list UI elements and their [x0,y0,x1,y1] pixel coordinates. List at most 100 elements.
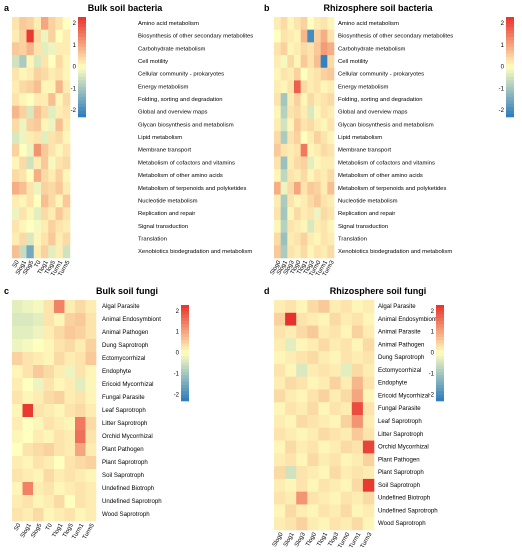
heatmap-cell [318,478,330,492]
heatmap-cell [340,363,353,377]
heatmap-cell [351,351,364,365]
legend-swatch [506,27,514,31]
heatmap-cell [294,17,301,30]
heatmap-cell [280,232,288,246]
heatmap-cell [64,456,76,470]
heatmap-cell [351,478,364,492]
heatmap-cell [274,245,281,259]
legend-swatch [436,311,444,315]
heatmap-cell [48,93,56,107]
legend-swatch [506,113,514,118]
row-label: Metabolism of cofactors and vitamins [138,160,235,166]
legend-swatch [78,67,86,71]
legend-swatch [506,67,514,71]
heatmap-cell [75,495,86,509]
heatmap-cell [64,508,76,522]
heatmap-cell [287,42,295,56]
panel-letter: c [4,286,9,296]
heatmap-cell [55,181,64,195]
heatmap-cell [19,169,27,183]
heatmap-cell [48,67,56,81]
legend-swatch [78,103,86,108]
row-label: Ectomycorrhizal [378,367,421,374]
heatmap-cell [340,466,353,480]
heatmap-cell [296,389,308,403]
heatmap-cell [340,491,353,505]
heatmap-cell [274,232,281,246]
heatmap-cell [274,466,286,480]
legend-swatch [78,53,86,58]
heatmap-cell [12,443,23,457]
heatmap-cell [19,29,27,43]
legend-swatch [181,381,189,386]
row-label: Fungal Parasite [102,394,145,401]
legend-swatch [436,308,444,312]
row-label: Membrane transport [138,148,191,154]
heatmap-cell [26,17,35,30]
heatmap-cell [307,194,315,208]
heatmap-cell [75,352,86,366]
heatmap-cell [307,169,315,183]
legend-swatch [436,321,444,325]
heatmap-cell [300,55,308,69]
heatmap-cell [43,391,55,405]
heatmap-cell [307,517,319,531]
heatmap-cell [48,105,56,119]
heatmap-cell [329,312,341,326]
heatmap-cell [75,417,86,431]
heatmap-cell [318,415,330,429]
heatmap-cell [285,402,297,416]
heatmap-cell [329,491,341,505]
row-label: Lipid metabolism [138,135,182,141]
heatmap-cell [274,415,286,429]
heatmap-cell [33,339,44,353]
heatmap-cell [340,478,353,492]
heatmap-cell [41,194,49,208]
heatmap-cell [64,365,76,379]
heatmap-cell [285,415,297,429]
heatmap-cell [48,169,56,183]
heatmap-cell [62,219,71,233]
heatmap-cell [33,300,44,314]
legend-swatch [436,385,444,389]
heatmap-cell [12,365,23,379]
legend-swatch [78,40,86,44]
heatmap-cell [362,504,375,518]
heatmap-cell [314,17,321,30]
column-label: S0 [12,259,21,269]
legend-tick-label: -1 [499,86,505,92]
row-label: Amino acid metabolism [338,21,399,27]
legend-tick-label: 1 [501,43,505,49]
row-label: Translation [338,237,367,243]
legend-swatch [506,80,514,84]
row-label: Undefined Saprotroph [102,498,162,505]
heatmap-cell [351,312,364,326]
heatmap-cell [48,29,56,43]
heatmap-cell [85,456,97,470]
heatmap-cell [300,194,308,208]
heatmap-cell [64,404,76,418]
heatmap-cell [307,478,319,492]
heatmap-cell [314,118,321,132]
heatmap-cell [26,80,35,94]
heatmap-cell [62,245,71,259]
heatmap-cell [320,194,328,208]
heatmap-cell [85,313,97,327]
row-label: Soil Saprotroph [102,472,144,479]
heatmap-cell [351,491,364,505]
legend-swatch [506,53,514,58]
legend-swatch [78,30,86,34]
heatmap-cell [54,456,65,470]
row-label: Global and overview maps [138,110,207,116]
legend-swatch [436,327,444,331]
legend-swatch [181,333,189,338]
heatmap-cell [33,482,44,496]
legend-swatch [506,57,514,61]
legend-swatch [181,337,189,341]
legend-swatch [181,343,189,347]
heatmap-cell [75,378,86,392]
legend-tick-label: -2 [71,108,77,114]
legend-swatch [436,359,444,363]
heatmap-cell [362,517,375,531]
